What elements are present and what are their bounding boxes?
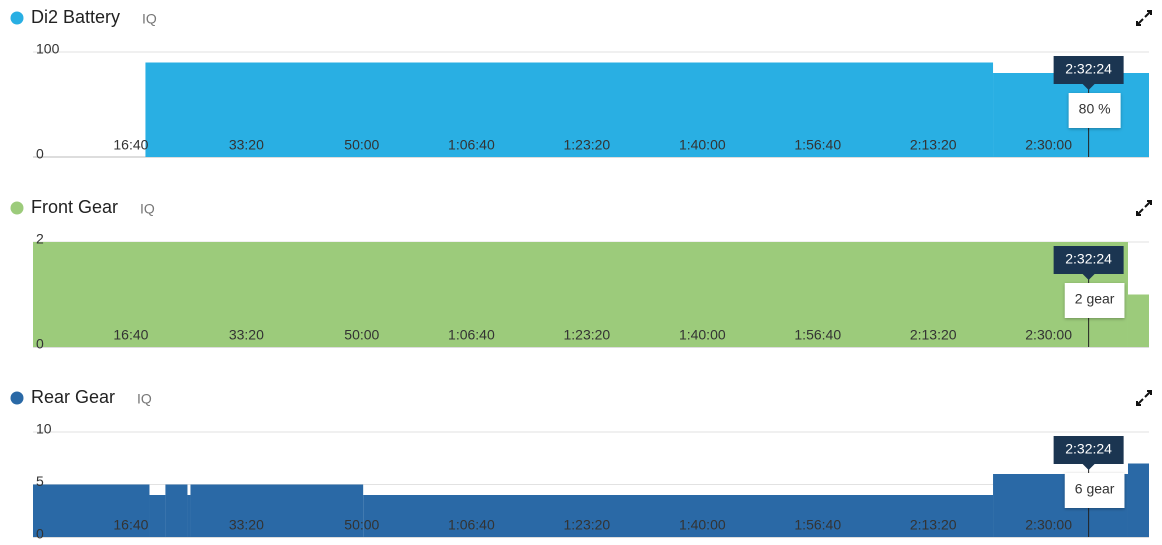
x-tick-label: 16:40 [113, 327, 148, 343]
x-tick-label: 50:00 [344, 137, 379, 153]
chart-title: Di2 Battery [31, 7, 120, 27]
badge: IQ [137, 391, 152, 407]
x-tick-label: 1:23:20 [564, 517, 611, 533]
area-step [149, 495, 166, 537]
expand-icon [1136, 200, 1152, 216]
x-tick-label: 1:40:00 [679, 137, 726, 153]
expand-button[interactable] [1136, 390, 1152, 406]
cursor-value-box [1064, 283, 1125, 318]
cursor-value-box [1064, 473, 1125, 508]
x-tick-label: 1:06:40 [448, 327, 495, 343]
legend-dot [10, 201, 24, 215]
chart-title: Rear Gear [31, 387, 115, 407]
x-tick-label: 2:13:20 [910, 137, 957, 153]
x-tick-label: 2:30:00 [1025, 327, 1072, 343]
cursor-time: 2:32:24 [1065, 61, 1112, 77]
area-step [1127, 294, 1149, 347]
cursor-value: 80 % [1079, 101, 1111, 117]
x-tick-label: 1:40:00 [679, 517, 726, 533]
x-tick-label: 50:00 [344, 327, 379, 343]
area-step [145, 62, 994, 157]
expand-icon [1136, 390, 1152, 406]
area-step [1127, 463, 1149, 537]
x-tick-label: 2:30:00 [1025, 137, 1072, 153]
badge: IQ [142, 11, 157, 27]
x-tick-label: 33:20 [229, 137, 264, 153]
cursor-pointer [1082, 84, 1095, 90]
x-tick-label: 2:13:20 [910, 327, 957, 343]
x-tick-label: 1:06:40 [448, 517, 495, 533]
y-tick-label: 0 [36, 526, 44, 542]
x-tick-label: 16:40 [113, 517, 148, 533]
x-tick-label: 16:40 [113, 137, 148, 153]
x-tick-label: 33:20 [229, 517, 264, 533]
area-step [33, 484, 150, 537]
cursor-time: 2:32:24 [1065, 441, 1112, 457]
x-tick-label: 1:40:00 [679, 327, 726, 343]
area-step [33, 242, 1128, 347]
legend-dot [10, 11, 24, 25]
expand-icon [1136, 10, 1152, 26]
expand-button[interactable] [1136, 10, 1152, 26]
cursor-time: 2:32:24 [1065, 251, 1112, 267]
area-step [363, 495, 994, 537]
y-tick-label: 5 [36, 473, 44, 489]
y-tick-label: 0 [36, 146, 44, 162]
cursor-value: 6 gear [1075, 481, 1115, 497]
cursor-pointer [1082, 274, 1095, 280]
x-tick-label: 1:56:40 [794, 517, 841, 533]
area-step [187, 495, 191, 537]
cursor-pointer [1082, 464, 1095, 470]
x-tick-label: 1:06:40 [448, 137, 495, 153]
area-step [190, 484, 364, 537]
cursor-time-box [1053, 436, 1124, 464]
x-tick-label: 1:56:40 [794, 327, 841, 343]
x-tick-label: 2:30:00 [1025, 517, 1072, 533]
x-tick-label: 33:20 [229, 327, 264, 343]
y-tick-label: 10 [36, 421, 52, 437]
y-tick-label: 2 [36, 231, 44, 247]
cursor-value: 2 gear [1075, 291, 1115, 307]
chart-title: Front Gear [31, 197, 118, 217]
x-tick-label: 50:00 [344, 517, 379, 533]
y-tick-label: 0 [36, 336, 44, 352]
x-tick-label: 1:56:40 [794, 137, 841, 153]
expand-button[interactable] [1136, 200, 1152, 216]
badge: IQ [140, 201, 155, 217]
x-tick-label: 1:23:20 [564, 327, 611, 343]
legend-dot [10, 391, 24, 405]
x-tick-label: 2:13:20 [910, 517, 957, 533]
cursor-time-box [1053, 246, 1124, 274]
y-tick-label: 100 [36, 41, 60, 57]
cursor-time-box [1053, 56, 1124, 84]
area-step [165, 484, 188, 537]
cursor-value-box [1068, 93, 1121, 128]
x-tick-label: 1:23:20 [564, 137, 611, 153]
